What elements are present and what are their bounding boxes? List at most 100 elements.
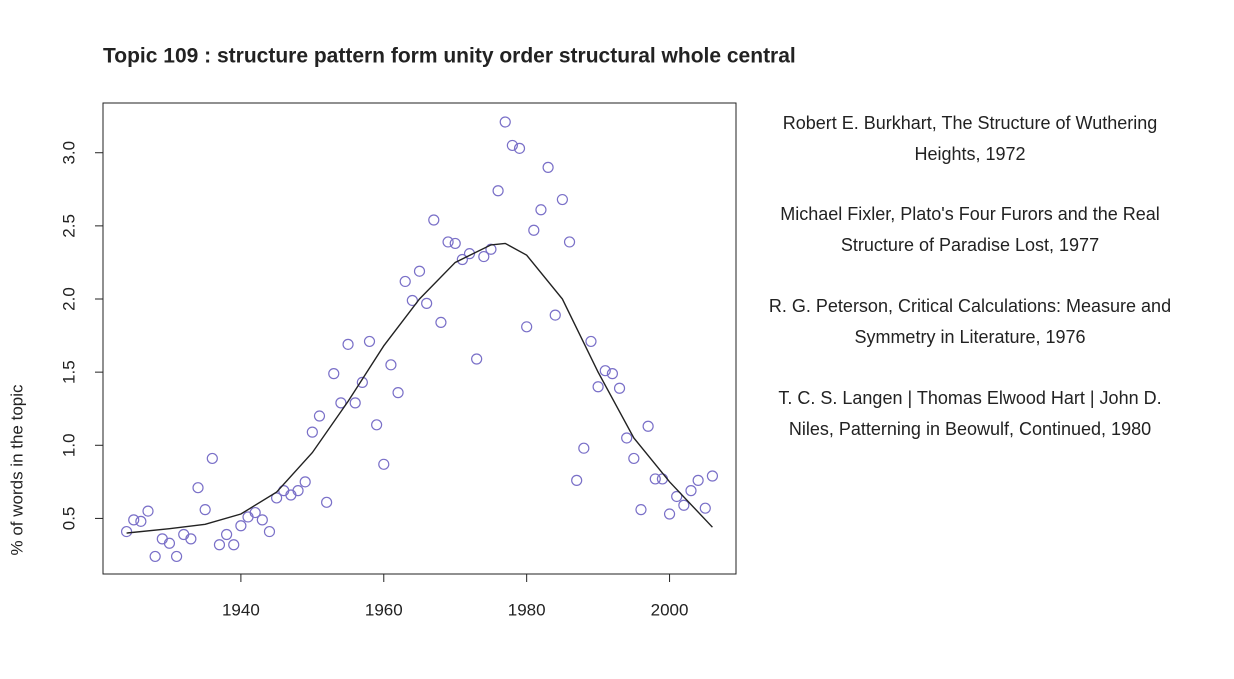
plot-frame (102, 102, 737, 575)
scatter-point (621, 432, 633, 444)
scatter-point (356, 376, 368, 388)
scatter-point (592, 381, 604, 393)
scatter-point (585, 335, 597, 348)
scatter-point (471, 353, 483, 365)
scatter-point (192, 482, 204, 494)
y-tick-label: 1.5 (59, 360, 78, 384)
annotation: R. G. Peterson, Critical Calculations: M… (768, 296, 1172, 347)
scatter-point (413, 265, 426, 277)
scatter-point (513, 142, 526, 154)
scatter-point (156, 533, 168, 545)
scatter-point (149, 550, 161, 563)
scatter-point (185, 533, 197, 545)
scatter-point (606, 368, 619, 380)
scatter-point (442, 236, 454, 248)
scatter-point (521, 321, 533, 333)
scatter-point (349, 397, 361, 409)
scatter-point (613, 382, 626, 394)
scatter-point (228, 539, 240, 551)
scatter-point (406, 294, 418, 307)
scatter-point (478, 250, 490, 263)
y-tick-label: 3.0 (59, 141, 78, 165)
scatter-point (506, 139, 518, 152)
scatter-point (421, 297, 433, 309)
scatter-point (363, 335, 376, 348)
scatter-point (549, 309, 561, 321)
scatter-point (242, 511, 254, 523)
scatter-point (556, 193, 568, 206)
scatter-point (220, 528, 233, 541)
scatter-point (299, 476, 311, 488)
y-tick-label: 2.0 (59, 287, 78, 311)
scatter-point (706, 470, 719, 482)
scatter-point (120, 525, 133, 538)
scatter-point (371, 419, 383, 431)
scatter-point (285, 489, 297, 501)
scatter-point (663, 508, 676, 520)
scatter-point (571, 474, 583, 486)
scatter-point (435, 316, 447, 329)
scatter-point (328, 368, 340, 380)
scatter-point (492, 185, 504, 197)
y-axis-label: % of words in the topic (7, 384, 26, 556)
scatter-point (392, 387, 404, 399)
scatter-point (271, 492, 283, 504)
scatter-point (378, 458, 390, 470)
scatter-point (542, 161, 554, 173)
scatter-point (335, 397, 347, 409)
chart-title: Topic 109 : structure pattern form unity… (103, 45, 796, 68)
scatter-point (485, 243, 497, 255)
scatter-point (635, 504, 647, 516)
scatter-point (292, 485, 304, 497)
x-tick-label: 2000 (651, 600, 689, 619)
scatter-point (578, 442, 590, 454)
scatter-point (135, 515, 147, 527)
scatter-point (199, 504, 211, 516)
y-tick-label: 0.5 (59, 507, 78, 531)
scatter-point (685, 485, 697, 497)
scatter-point (249, 506, 261, 519)
scatter-point (449, 237, 461, 250)
scatter-point (142, 505, 154, 517)
scatter-point (649, 473, 661, 485)
scatter-point (206, 452, 218, 465)
annotation: Robert E. Burkhart, The Structure of Wut… (782, 113, 1158, 164)
scatter-point (235, 520, 247, 532)
x-tick-label: 1980 (508, 600, 546, 619)
scatter-point (128, 514, 140, 526)
scatter-point (306, 426, 318, 438)
scatter-point (385, 359, 397, 371)
scatter-point (321, 496, 333, 508)
scatter-point (656, 473, 669, 485)
scatter-point (699, 502, 711, 514)
scatter-point (163, 537, 176, 549)
scatter-point (628, 452, 640, 465)
scatter-point (671, 490, 683, 503)
scatter-point (170, 550, 183, 563)
y-tick-label: 1.0 (59, 433, 78, 457)
scatter-point (456, 253, 468, 266)
scatter-point (256, 514, 268, 526)
scatter-point (563, 236, 576, 248)
y-tick-label: 2.5 (59, 214, 78, 238)
x-tick-label: 1940 (222, 600, 260, 619)
annotation: T. C. S. Langen | Thomas Elwood Hart | J… (778, 388, 1162, 439)
scatter-point (499, 116, 511, 128)
trend-line (126, 242, 713, 534)
scatter-point (399, 275, 411, 288)
scatter-point (678, 499, 690, 511)
scatter-point (263, 525, 276, 538)
scatter-point (692, 474, 704, 486)
scatter-point (342, 338, 354, 350)
scatter-point (178, 528, 190, 541)
scatter-point (535, 204, 547, 216)
scatter-point (213, 539, 226, 551)
scatter-point (642, 420, 654, 432)
scatter-point (599, 365, 611, 377)
scatter-point (313, 410, 326, 422)
annotation: Michael Fixler, Plato's Four Furors and … (780, 204, 1160, 255)
scatter-point (528, 224, 540, 236)
scatter-point (428, 214, 440, 226)
